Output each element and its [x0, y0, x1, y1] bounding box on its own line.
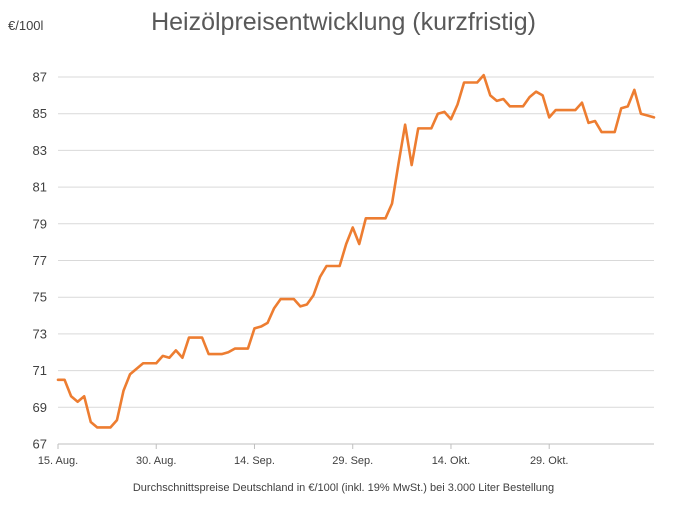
x-tick-label: 29. Okt.: [530, 455, 569, 467]
x-axis: [57, 443, 654, 449]
y-tick-label: 69: [33, 400, 47, 415]
x-tick-labels: 15. Aug. 30. Aug. 14. Sep. 29. Sep. 14. Okt.…: [38, 455, 569, 467]
y-tick-label: 83: [33, 143, 47, 158]
y-tick-label: 73: [33, 326, 47, 341]
x-tick-label: 29. Sep.: [332, 455, 373, 467]
x-tick-label: 30. Aug.: [136, 455, 176, 467]
y-tick-label: 79: [33, 216, 47, 231]
y-tick-label: 81: [33, 180, 47, 195]
y-tick-label: 67: [33, 437, 47, 452]
chart-title: Heizölpreisentwicklung (kurzfristig): [151, 8, 536, 36]
y-tick-label: 77: [33, 253, 47, 268]
gridlines: [58, 76, 654, 408]
x-axis-label: Durchschnittspreise Deutschland in €/100…: [132, 482, 555, 494]
x-tick-label: 15. Aug.: [38, 455, 78, 467]
series-line: [56, 73, 656, 429]
x-tick-label: 14. Okt.: [432, 455, 471, 467]
y-tick-label: 87: [33, 70, 47, 85]
y-tick-label: 71: [33, 363, 47, 378]
y-tick-label: 85: [33, 106, 47, 121]
y-tick-label: 75: [33, 290, 47, 305]
y-tick-labels: 67 69 71 73 75 77 79 81 83 85 87: [33, 70, 47, 452]
x-tick-label: 14. Sep.: [234, 455, 275, 467]
y-axis-label: €/100l: [8, 18, 44, 33]
series-group: [56, 73, 656, 429]
